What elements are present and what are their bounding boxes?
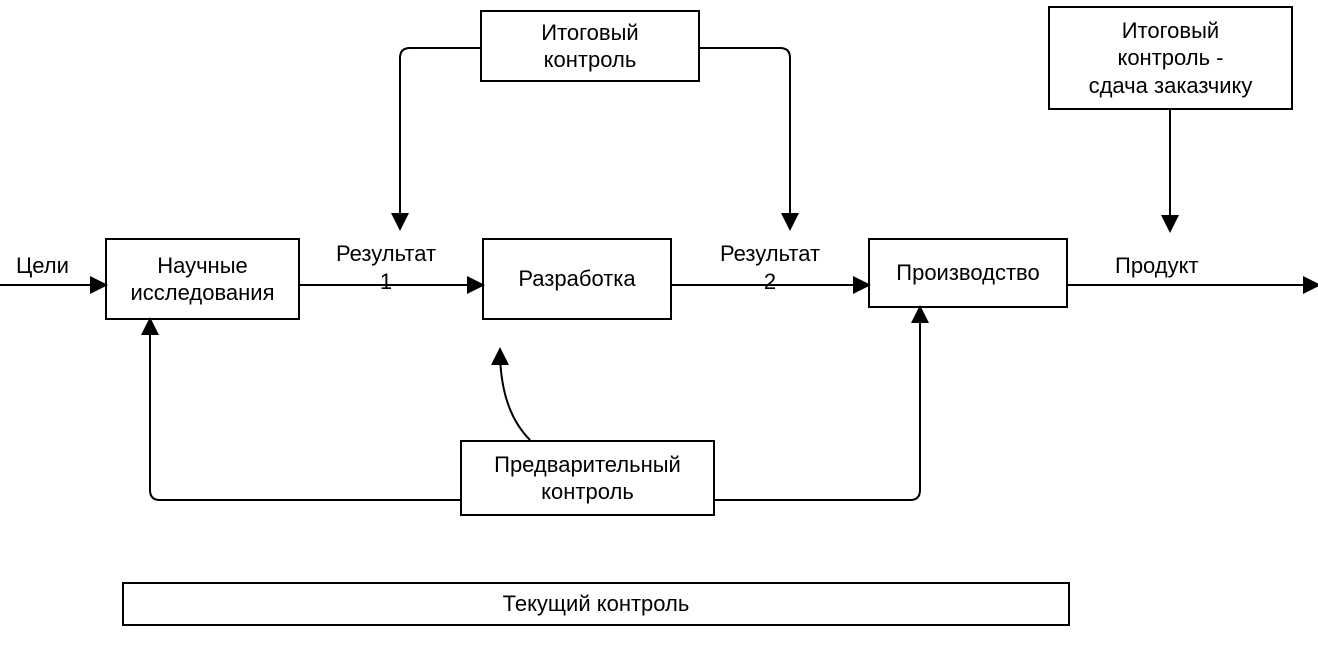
node-current-control: Текущий контроль bbox=[122, 582, 1070, 626]
label-product: Продукт bbox=[1115, 252, 1199, 280]
node-label: Итоговыйконтроль bbox=[541, 19, 638, 74]
node-label: Научныеисследования bbox=[131, 252, 275, 307]
label-text: Продукт bbox=[1115, 253, 1199, 278]
label-text: Цели bbox=[16, 253, 69, 278]
edge-preliminary-to-research bbox=[150, 320, 460, 500]
node-label: Итоговыйконтроль -сдача заказчику bbox=[1089, 17, 1253, 100]
edge-final-control-to-result1 bbox=[400, 48, 480, 228]
label-text: Результат1 bbox=[336, 241, 436, 294]
label-result-1: Результат1 bbox=[326, 240, 446, 295]
node-label: Разработка bbox=[518, 265, 635, 293]
node-research: Научныеисследования bbox=[105, 238, 300, 320]
node-final-control-delivery: Итоговыйконтроль -сдача заказчику bbox=[1048, 6, 1293, 110]
node-label: Предварительныйконтроль bbox=[494, 451, 681, 506]
edge-final-control-to-result2 bbox=[700, 48, 790, 228]
node-development: Разработка bbox=[482, 238, 672, 320]
node-label: Производство bbox=[896, 259, 1039, 287]
node-final-control: Итоговыйконтроль bbox=[480, 10, 700, 82]
edge-preliminary-to-production bbox=[715, 308, 920, 500]
edge-preliminary-to-development bbox=[500, 350, 530, 440]
node-label: Текущий контроль bbox=[503, 590, 690, 618]
node-production: Производство bbox=[868, 238, 1068, 308]
label-result-2: Результат2 bbox=[710, 240, 830, 295]
label-text: Результат2 bbox=[720, 241, 820, 294]
node-preliminary-control: Предварительныйконтроль bbox=[460, 440, 715, 516]
label-goals: Цели bbox=[16, 252, 69, 280]
